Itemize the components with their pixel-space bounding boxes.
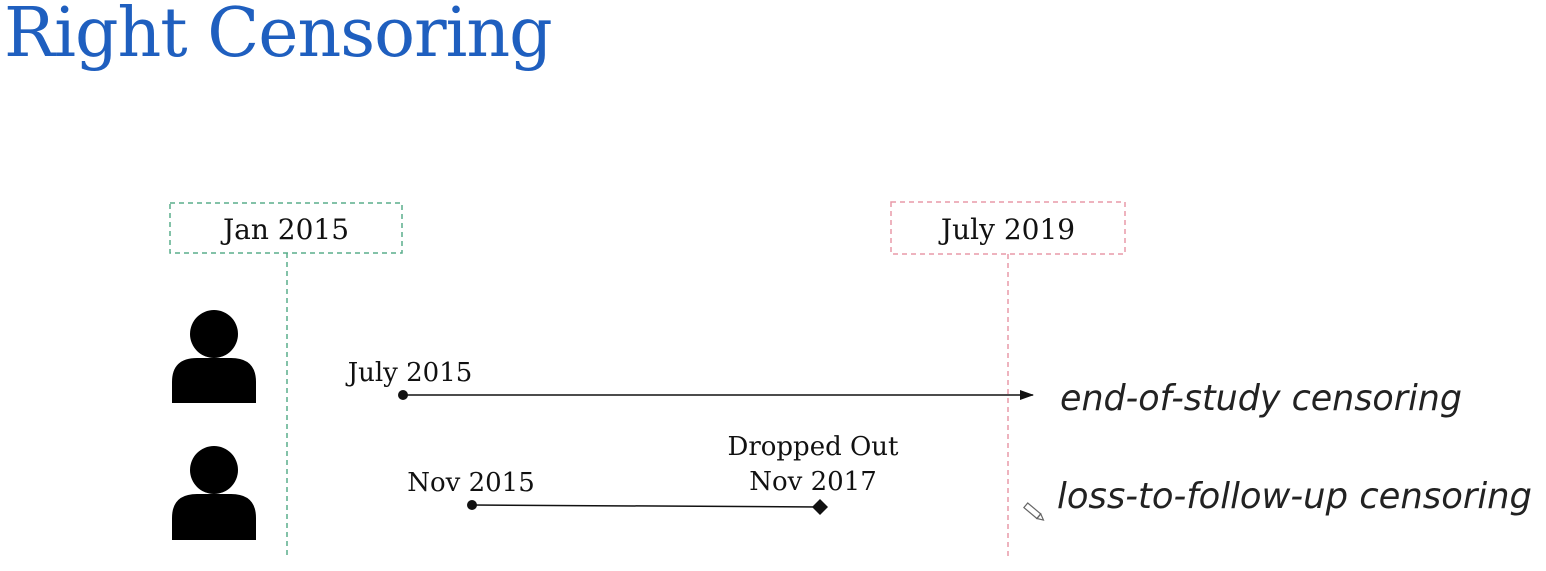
subject-2-dropout-diamond <box>812 499 828 515</box>
subject-1-start-label: July 2015 <box>345 358 473 388</box>
study-start-marker: Jan 2015 <box>169 202 403 558</box>
study-end-marker: July 2019 <box>890 201 1126 558</box>
study-end-label: July 2019 <box>938 213 1075 246</box>
person-icon <box>172 310 256 403</box>
pencil-icon <box>1023 502 1045 521</box>
subject-2-timeline <box>471 504 821 508</box>
subject-1: July 2015 end-of-study censoring <box>172 310 1462 419</box>
subject-2-start-label: Nov 2015 <box>407 468 535 498</box>
subject-2-event-label-line2: Nov 2017 <box>749 467 877 497</box>
page-title: Right Censoring <box>4 0 553 73</box>
person-icon <box>172 446 256 540</box>
study-end-box <box>890 201 1126 255</box>
study-start-label: Jan 2015 <box>220 213 349 246</box>
subject-1-censoring-type: end-of-study censoring <box>1060 378 1462 419</box>
subject-2-censoring-type: loss-to-follow-up censoring <box>1057 476 1532 517</box>
subject-2-event-label-line1: Dropped Out <box>727 432 899 462</box>
study-start-box <box>169 202 403 254</box>
subject-2: Nov 2015 Dropped Out Nov 2017 loss-to-fo… <box>172 432 1532 540</box>
